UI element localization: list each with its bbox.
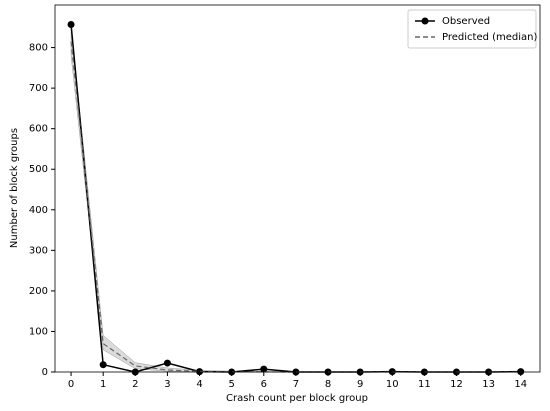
x-tick-label: 3 [164,379,170,390]
y-tick-label: 200 [29,286,48,297]
x-tick-label: 11 [418,379,431,390]
y-tick-label: 600 [29,124,48,135]
x-tick-label: 7 [293,379,299,390]
y-tick-label: 100 [29,326,48,337]
x-tick-label: 12 [450,379,463,390]
data-point [163,359,171,367]
x-tick-label: 2 [132,379,138,390]
x-tick-label: 4 [196,379,202,390]
data-point [196,368,204,376]
legend-box [407,9,537,49]
x-axis-label: Crash count per block group [226,393,368,404]
x-tick-label: 9 [357,379,363,390]
x-tick-label: 5 [228,379,234,390]
prediction-band [70,27,521,373]
legend-label: Predicted (median) [442,32,538,43]
y-tick-label: 0 [42,367,48,378]
x-tick-label: 8 [325,379,331,390]
y-tick-label: 300 [29,245,48,256]
x-tick-label: 6 [261,379,267,390]
y-axis-label: Number of block groups [9,128,20,248]
legend-label: Observed [442,16,490,27]
y-tick-label: 700 [29,83,48,94]
y-tick-label: 800 [29,43,48,54]
data-point [99,361,107,369]
y-tick-label: 400 [29,205,48,216]
data-point [260,365,268,373]
y-tick-label: 500 [29,164,48,175]
x-tick-label: 10 [386,379,399,390]
x-tick-label: 14 [514,379,527,390]
legend-marker [421,17,429,25]
x-tick-label: 1 [100,379,106,390]
plot-frame [54,4,541,373]
x-tick-label: 13 [482,379,495,390]
series-line [70,41,521,373]
x-tick-label: 0 [68,379,74,390]
series-line [70,24,521,373]
data-point [67,20,75,28]
